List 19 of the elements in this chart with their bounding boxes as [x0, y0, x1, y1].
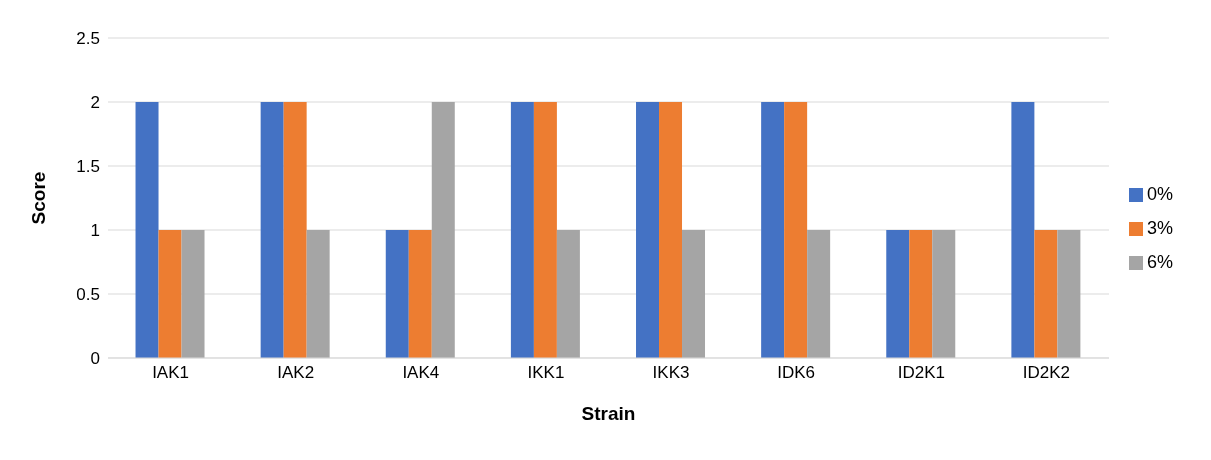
- x-tick-label: IAK2: [277, 363, 315, 383]
- x-tick-label: ID2K2: [1022, 363, 1071, 383]
- legend-label: 6%: [1146, 252, 1173, 272]
- x-tick-label: IAK1: [152, 363, 189, 383]
- legend-label: 0%: [1146, 184, 1173, 204]
- x-tick-label: IKK1: [527, 363, 565, 383]
- x-tick-label: IDK6: [777, 363, 816, 383]
- y-tick-label: 2.5: [76, 29, 100, 49]
- y-tick-label: 0.5: [76, 285, 100, 305]
- y-tick-label: 1.5: [76, 157, 100, 177]
- legend-label: 3%: [1146, 218, 1173, 238]
- y-axis-title: Score: [27, 171, 49, 225]
- x-tick-label: IAK4: [402, 363, 440, 383]
- y-tick-label: 1: [90, 221, 100, 241]
- x-tick-label: ID2K1: [897, 363, 945, 383]
- x-tick-label: IKK3: [652, 363, 690, 383]
- x-axis-title: Strain: [581, 403, 636, 424]
- y-tick-label: 2: [90, 93, 100, 113]
- y-tick-label: 0: [90, 349, 100, 369]
